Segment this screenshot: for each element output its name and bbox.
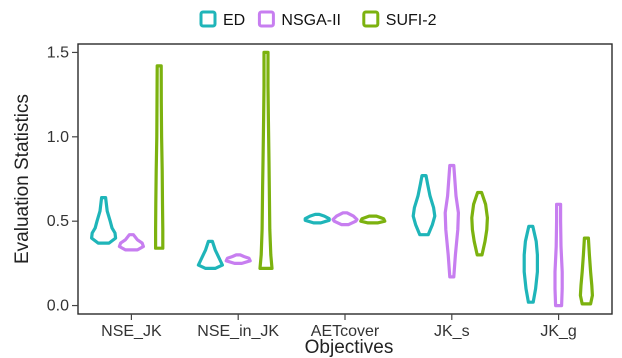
y-tick-label: 1.0 [47, 129, 69, 146]
violin-sufi-2-jk-g [578, 236, 594, 306]
violin-ed-jk-s [411, 174, 437, 237]
violin-sufi-2-nse-in-jk [258, 50, 274, 270]
violin-ed-nse-in-jk [196, 239, 224, 270]
violin-ed-jk-g [522, 224, 539, 304]
x-tick-label: NSE_in_JK [197, 323, 279, 340]
violins [90, 50, 594, 308]
legend: ED NSGA-II SUFI-2 [199, 10, 437, 29]
y-tick-label: 0.5 [47, 213, 69, 230]
violin-sufi-2-jk-s [470, 190, 489, 257]
legend-swatch-ed [199, 10, 217, 28]
violin-sufi-2-aetcover [359, 214, 387, 225]
legend-label-nsga-ii: NSGA-II [281, 12, 341, 29]
x-tick-label: AETcover [311, 323, 380, 340]
plot-area: 0.0 0.5 1.0 1.5 NSE_JK NSE_in_JK AETcover JK_s… [47, 43, 613, 340]
y-tick-label: 1.5 [47, 44, 69, 61]
x-tick-label: JK_s [434, 323, 470, 340]
x-tick-label: JK_g [540, 323, 576, 340]
violin-ed-aetcover [303, 212, 331, 225]
violin-nsga-ii-jk-g [553, 202, 564, 308]
violin-nsga-ii-aetcover [331, 211, 359, 227]
legend-swatch-nsga-ii [257, 10, 275, 28]
x-tick-label: NSE_JK [101, 323, 162, 340]
legend-swatch-sufi-2 [362, 10, 380, 28]
y-axis-title: Evaluation Statistics [12, 94, 33, 264]
x-axis-ticks: NSE_JK NSE_in_JK AETcover JK_s JK_g [101, 314, 577, 340]
violin-nsga-ii-jk-s [443, 163, 460, 279]
violin-nsga-ii-nse-jk [117, 233, 145, 252]
violin-ed-nse-jk [90, 196, 118, 245]
y-axis-ticks: 0.0 0.5 1.0 1.5 [47, 44, 78, 315]
x-axis-title: Objectives [305, 337, 394, 358]
violin-nsga-ii-nse-in-jk [224, 253, 252, 265]
violin-sufi-2-nse-jk [154, 64, 165, 250]
legend-label-sufi-2: SUFI-2 [386, 12, 437, 29]
y-tick-label: 0.0 [47, 298, 69, 315]
legend-label-ed: ED [223, 12, 245, 29]
